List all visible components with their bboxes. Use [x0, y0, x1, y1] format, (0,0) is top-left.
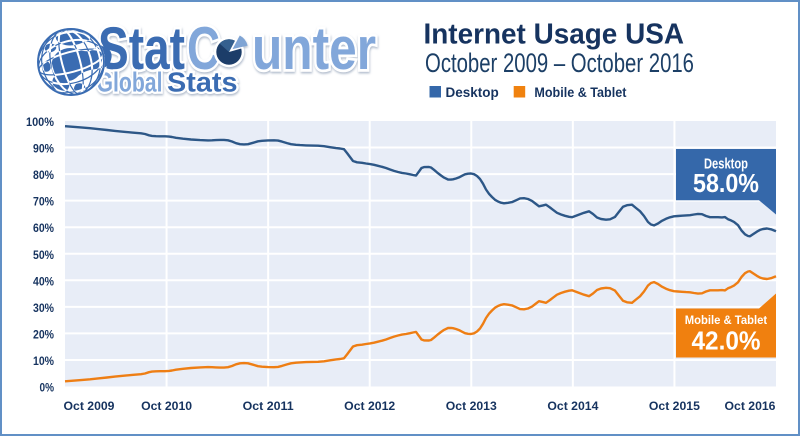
svg-text:100%: 100%	[26, 115, 54, 129]
svg-text:Desktop: Desktop	[704, 155, 748, 172]
svg-text:Oct 2010: Oct 2010	[141, 399, 192, 413]
svg-text:0%: 0%	[40, 381, 55, 395]
svg-text:50%: 50%	[33, 248, 54, 262]
svg-text:Oct 2015: Oct 2015	[649, 399, 700, 413]
svg-text:60%: 60%	[33, 221, 54, 235]
svg-text:unter: unter	[252, 15, 376, 82]
svg-text:Mobile & Tablet: Mobile & Tablet	[685, 313, 768, 327]
svg-text:70%: 70%	[33, 195, 54, 209]
svg-text:Stats: Stats	[167, 67, 238, 98]
svg-text:Oct 2014: Oct 2014	[547, 399, 598, 413]
svg-text:58.0%: 58.0%	[693, 170, 759, 198]
svg-text:Oct 2013: Oct 2013	[446, 399, 497, 413]
svg-text:Desktop: Desktop	[446, 85, 499, 100]
svg-text:Oct 2009: Oct 2009	[64, 399, 115, 413]
svg-text:40%: 40%	[33, 274, 54, 288]
svg-text:Internet Usage USA: Internet Usage USA	[424, 18, 685, 50]
svg-text:Oct 2011: Oct 2011	[243, 399, 294, 413]
svg-text:30%: 30%	[33, 301, 54, 315]
svg-text:Oct 2016: Oct 2016	[725, 399, 776, 413]
svg-text:80%: 80%	[33, 168, 54, 182]
svg-text:42.0%: 42.0%	[692, 328, 761, 356]
svg-text:90%: 90%	[33, 142, 54, 156]
svg-text:10%: 10%	[33, 354, 54, 368]
svg-text:October 2009 – October 2016: October 2009 – October 2016	[425, 48, 694, 78]
svg-text:20%: 20%	[33, 327, 54, 341]
svg-text:Stat: Stat	[98, 15, 185, 82]
svg-text:Oct 2012: Oct 2012	[344, 399, 395, 413]
svg-text:Mobile & Tablet: Mobile & Tablet	[534, 85, 626, 100]
svg-text:Global: Global	[97, 67, 163, 98]
